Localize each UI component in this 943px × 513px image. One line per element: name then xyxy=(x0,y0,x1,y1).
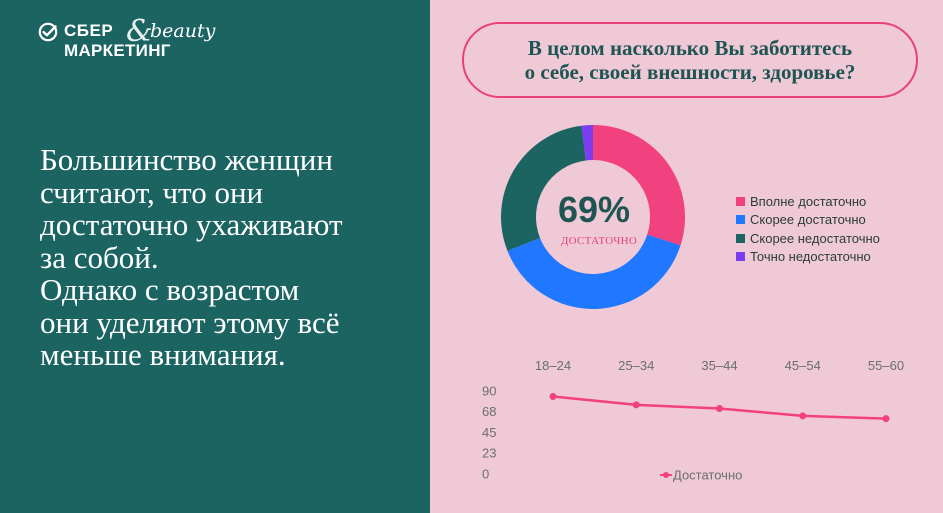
donut-slice xyxy=(501,125,586,251)
legend-item: Точно недостаточно xyxy=(736,248,880,267)
donut-legend: Вполне достаточно Скорее достаточно Скор… xyxy=(736,192,880,266)
x-tick-label: 25–34 xyxy=(618,358,654,373)
question-box: В целом насколько Вы заботитесь о себе, … xyxy=(462,22,918,98)
series-point xyxy=(882,415,890,423)
legend-label: Скорее недостаточно xyxy=(750,230,880,246)
x-tick-label: 35–44 xyxy=(701,358,737,373)
logo-text-sber: СБЕР xyxy=(64,21,114,40)
headline-line: за собой. xyxy=(40,239,159,275)
headline-line: меньше внимания. xyxy=(40,337,286,372)
question-line: В целом насколько Вы заботитесь xyxy=(527,36,853,60)
legend-label: Точно недостаточно xyxy=(750,249,871,265)
legend-item: Вполне достаточно xyxy=(736,192,880,211)
headline: Большинство женщин считают, что они дост… xyxy=(40,142,420,372)
legend-swatch xyxy=(736,215,745,225)
y-tick-label: 45 xyxy=(482,425,496,440)
y-tick-label: 23 xyxy=(482,445,496,460)
legend-marker-icon xyxy=(663,472,669,478)
y-tick-label: 0 xyxy=(482,467,489,482)
line-chart: 18–24 25–34 35–44 45–54 55–60 90 68 45 23 0 Дост… xyxy=(482,358,904,483)
y-tick-label: 68 xyxy=(482,404,496,419)
legend-label: Скорее достаточно xyxy=(750,212,866,228)
logo-text-beauty: beauty xyxy=(150,20,216,42)
legend-swatch xyxy=(736,196,745,206)
logo-ampersand: & xyxy=(126,14,153,49)
headline-line: достаточно ухаживают xyxy=(40,207,343,242)
donut-slice xyxy=(507,234,681,309)
x-tick-label: 55–60 xyxy=(868,358,904,373)
donut-slice xyxy=(581,125,593,161)
x-tick-label: 18–24 xyxy=(535,358,571,373)
donut-chart: 69% ДОСТАТОЧНО xyxy=(501,125,685,309)
left-panel xyxy=(0,0,430,513)
legend-swatch xyxy=(736,252,745,262)
legend-swatch xyxy=(736,233,745,243)
headline-line: Однако с возрастом xyxy=(40,272,300,307)
legend-item: Скорее недостаточно xyxy=(736,229,880,248)
series-point xyxy=(799,412,807,420)
headline-line: они уделяют этому всё xyxy=(40,304,340,340)
sber-logo-icon xyxy=(38,22,58,42)
legend-label: Достаточно xyxy=(673,468,742,483)
headline-line: Большинство женщин xyxy=(40,142,333,177)
legend-label: Вполне достаточно xyxy=(750,193,867,209)
series-point xyxy=(632,401,640,409)
line-legend: Достаточно xyxy=(660,468,742,483)
donut-center-label: ДОСТАТОЧНО xyxy=(561,235,637,247)
question-line: о себе, своей внешности, здоровье? xyxy=(524,60,856,84)
donut-slice xyxy=(593,125,685,246)
series-point xyxy=(716,405,723,413)
y-tick-label: 90 xyxy=(482,384,496,399)
headline-line: считают, что они xyxy=(40,174,264,210)
legend-item: Скорее достаточно xyxy=(736,211,880,230)
donut-center-value: 69% xyxy=(558,189,630,230)
x-tick-label: 45–54 xyxy=(785,358,821,373)
series-point xyxy=(549,393,557,401)
logo-text-marketing: МАРКЕТИНГ xyxy=(64,41,171,60)
